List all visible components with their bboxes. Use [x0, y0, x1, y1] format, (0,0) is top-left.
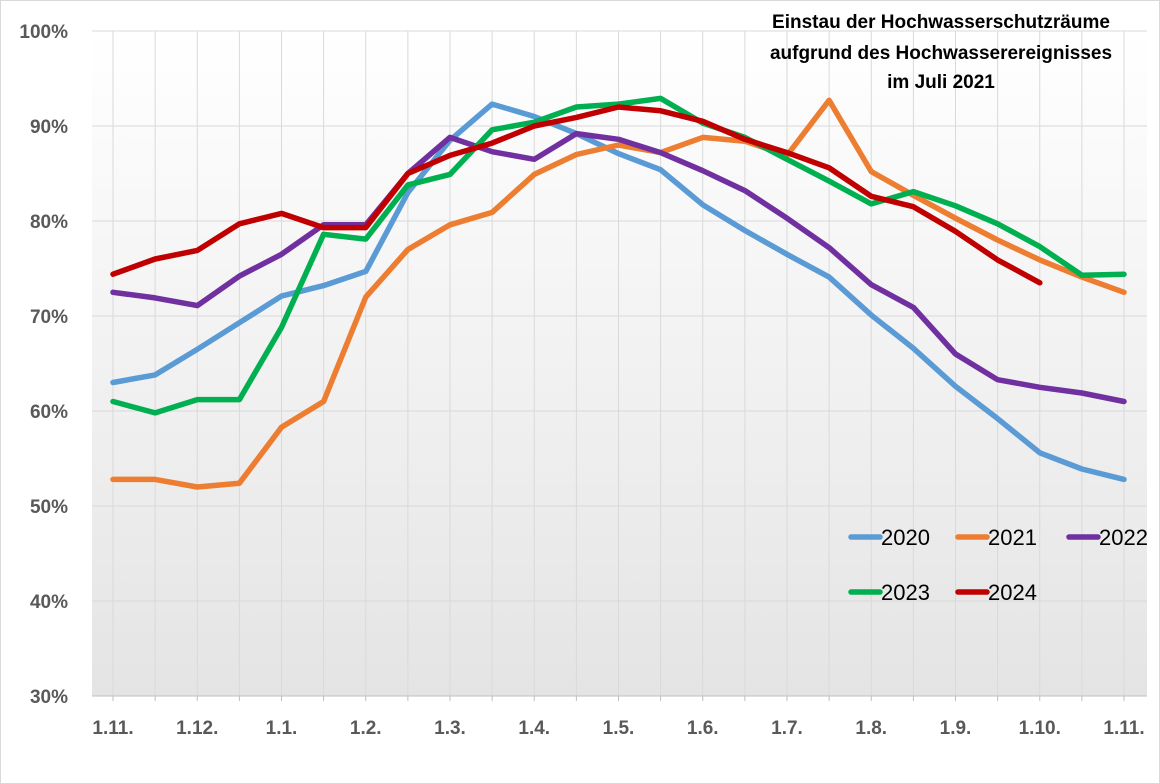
series-lines — [110, 95, 1127, 490]
series-line-2021 — [110, 97, 1127, 490]
legend: 2020 2021 2022 2023 2024 — [848, 525, 1148, 605]
chart-title-line-3: im Juli 2021 — [887, 72, 995, 93]
y-tick-label: 90% — [30, 117, 68, 138]
grid-lines — [92, 30, 1147, 696]
y-tick-label: 50% — [30, 497, 68, 518]
x-tick-label: 1.10. — [1019, 718, 1061, 739]
legend-label-2022: 2022 — [1099, 525, 1148, 550]
chart-title-line-2: aufgrund des Hochwasserereignisses — [770, 43, 1112, 64]
x-tick-label: 1.2. — [350, 718, 382, 739]
y-tick-label: 60% — [30, 402, 68, 423]
legend-label-2023: 2023 — [881, 580, 930, 605]
series-line-2020 — [110, 101, 1127, 483]
y-tick-label: 40% — [30, 592, 68, 613]
chart-title-line-1: Einstau der Hochwasserschutzräume — [772, 12, 1110, 33]
legend-label-2021: 2021 — [988, 525, 1037, 550]
x-tick-label: 1.7. — [771, 718, 803, 739]
series-line-2022 — [110, 130, 1127, 405]
series-line-2023 — [110, 95, 1127, 416]
y-tick-label: 100% — [19, 22, 68, 43]
legend-label-2024: 2024 — [988, 580, 1037, 605]
chart-title: Einstau der Hochwasserschutzräume aufgru… — [770, 12, 1112, 93]
y-tick-label: 70% — [30, 307, 68, 328]
x-tick-label: 1.12. — [176, 718, 218, 739]
x-tick-label: 1.3. — [434, 718, 466, 739]
x-tick-label: 1.8. — [855, 718, 887, 739]
x-tick-label: 1.4. — [518, 718, 550, 739]
axes: 30% 40% 50% 60% 70% 80% 90% 100% 1.11. 1.12. 1.1. 1… — [19, 22, 1147, 739]
legend-label-2020: 2020 — [881, 525, 930, 550]
series-line-2024 — [110, 104, 1043, 286]
y-tick-label: 80% — [30, 212, 68, 233]
y-tick-label: 30% — [30, 687, 68, 708]
x-tick-label: 1.5. — [603, 718, 635, 739]
x-tick-label: 1.11. — [92, 718, 133, 739]
x-tick-label: 1.6. — [687, 718, 719, 739]
x-tick-label: 1.1. — [266, 718, 298, 739]
x-tick-label: 1.11. — [1103, 718, 1144, 739]
x-tick-label: 1.9. — [940, 718, 972, 739]
